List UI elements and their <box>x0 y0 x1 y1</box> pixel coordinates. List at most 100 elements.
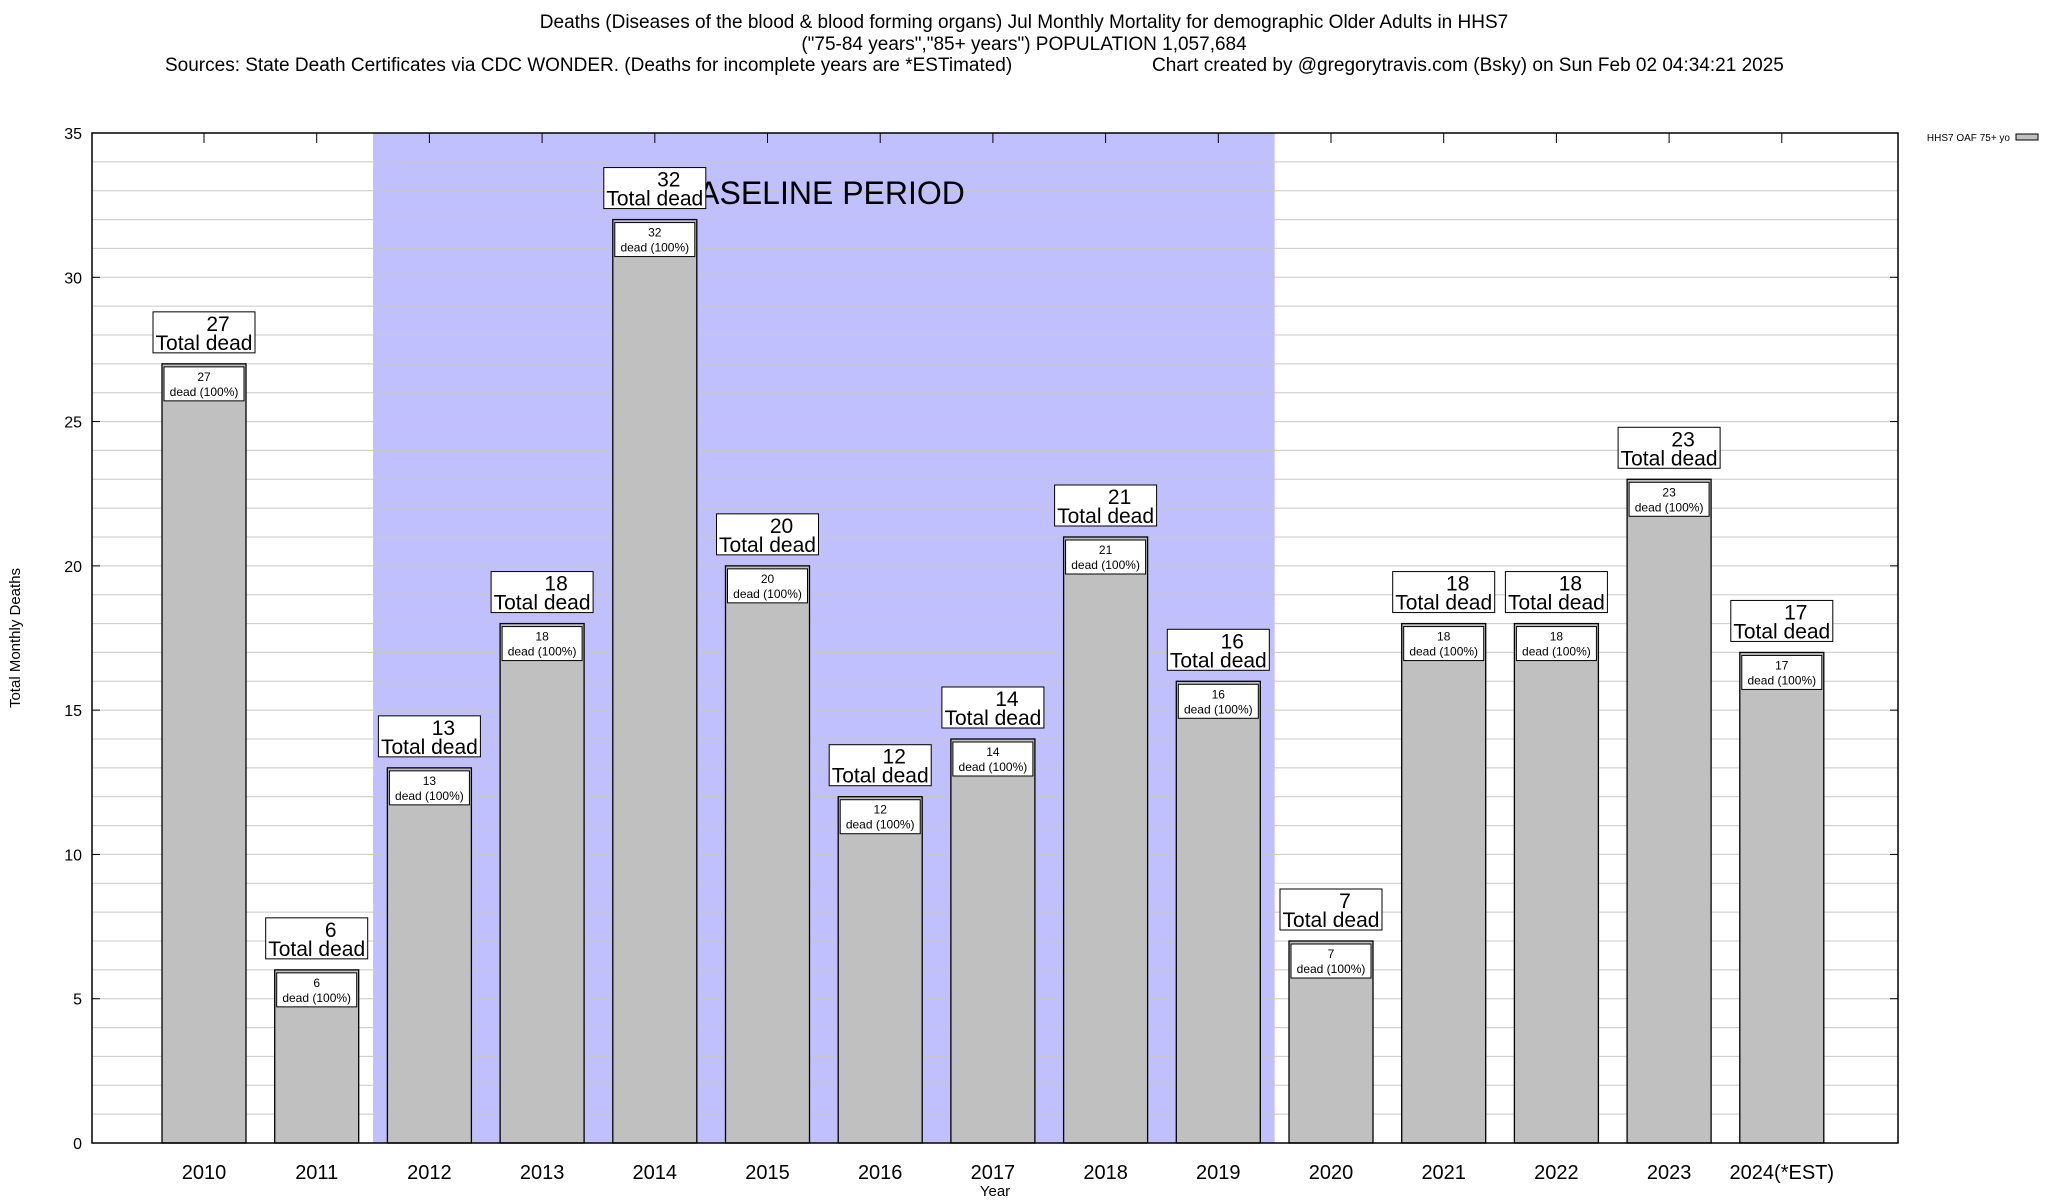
total-label-text: Total dead <box>1621 447 1718 470</box>
bar-2024(*EST) <box>1739 651 1825 1144</box>
inner-label-text: dead (100%) <box>508 645 577 659</box>
y-tick-label: 0 <box>73 1136 82 1153</box>
inner-label-value: 18 <box>1550 630 1564 644</box>
total-label-value: 32 <box>657 169 680 192</box>
inner-label-text: dead (100%) <box>1635 500 1704 514</box>
inner-label-text: dead (100%) <box>170 385 239 399</box>
x-tick-label: 2013 <box>520 1162 565 1184</box>
inner-label-value: 18 <box>1437 630 1451 644</box>
total-label-box <box>828 744 932 787</box>
x-tick-label: 2018 <box>1083 1162 1128 1184</box>
y-tick-label: 15 <box>64 703 82 720</box>
y-tick-label: 25 <box>64 415 82 432</box>
total-label-value: 23 <box>1671 428 1694 451</box>
total-label-box <box>941 686 1045 729</box>
x-tick-label: 2010 <box>182 1162 227 1184</box>
total-label-text: Total dead <box>606 188 703 211</box>
total-label-box <box>377 715 481 758</box>
inner-label-box <box>388 770 470 806</box>
total-label-value: 20 <box>770 515 793 538</box>
y-axis-label: Total Monthly Deaths <box>7 568 24 708</box>
total-label-value: 12 <box>883 746 906 769</box>
chart-title-line2: ("75-84 years","85+ years") POPULATION 1… <box>801 34 1247 55</box>
bar-2010 <box>161 363 247 1144</box>
y-tick-label: 5 <box>73 992 82 1009</box>
total-label-value: 13 <box>432 717 455 740</box>
legend-label: HHS7 OAF 75+ yo <box>1927 133 2011 144</box>
y-tick-label: 35 <box>64 126 82 143</box>
x-tick-label: 2022 <box>1534 1162 1579 1184</box>
inner-label-text: dead (100%) <box>1184 702 1253 716</box>
bar-2023 <box>1626 478 1712 1144</box>
inner-label-value: 14 <box>986 745 1000 759</box>
x-tick-label: 2014 <box>633 1162 678 1184</box>
total-label-value: 18 <box>544 573 567 596</box>
inner-label-text: dead (100%) <box>846 818 915 832</box>
total-label-text: Total dead <box>268 938 365 961</box>
chart-title-line1: Deaths (Diseases of the blood & blood fo… <box>539 12 1509 33</box>
inner-label-box <box>1515 626 1597 662</box>
inner-label-text: dead (100%) <box>620 241 689 255</box>
total-label-text: Total dead <box>719 534 816 557</box>
y-tick-label: 20 <box>64 559 82 576</box>
bar-2018 <box>1062 536 1149 1144</box>
total-label-text: Total dead <box>1283 909 1380 932</box>
total-label-box <box>716 513 819 556</box>
x-axis-label: Year <box>980 1183 1010 1200</box>
inner-label-value: 23 <box>1662 485 1676 499</box>
inner-label-box <box>1290 943 1372 979</box>
total-label-box <box>1279 888 1383 931</box>
total-label-text: Total dead <box>1057 505 1154 528</box>
inner-label-text: dead (100%) <box>1522 645 1591 659</box>
inner-label-box <box>727 568 808 604</box>
y-tick-label: 10 <box>64 847 82 864</box>
inner-label-value: 32 <box>648 226 662 240</box>
inner-label-text: dead (100%) <box>959 760 1028 774</box>
total-label-value: 21 <box>1108 486 1131 509</box>
inner-label-box <box>614 222 696 258</box>
x-tick-label: 2019 <box>1196 1162 1241 1184</box>
total-label-box <box>603 167 707 210</box>
total-label-value: 7 <box>1339 890 1351 913</box>
total-label-value: 16 <box>1221 630 1244 653</box>
total-label-value: 18 <box>1446 573 1469 596</box>
x-tick-label: 2015 <box>745 1162 790 1184</box>
chart-credit: Chart created by @gregorytravis.com (Bsk… <box>1152 55 1784 76</box>
bar-2012 <box>386 767 473 1144</box>
x-tick-label: 2023 <box>1647 1162 1692 1184</box>
total-label-text: Total dead <box>1733 620 1830 643</box>
inner-label-value: 17 <box>1775 658 1789 672</box>
inner-label-text: dead (100%) <box>282 991 351 1005</box>
inner-label-box <box>1065 539 1147 575</box>
bar-2017 <box>950 738 1036 1144</box>
inner-label-value: 18 <box>535 630 549 644</box>
inner-label-text: dead (100%) <box>395 789 464 803</box>
total-label-text: Total dead <box>1170 649 1267 672</box>
x-tick-label: 2011 <box>295 1162 338 1184</box>
inner-label-box <box>163 366 245 402</box>
bar-2022 <box>1513 622 1600 1144</box>
bar-2021 <box>1401 622 1487 1144</box>
inner-label-box <box>501 626 583 662</box>
inner-label-value: 21 <box>1099 543 1113 557</box>
total-label-box <box>265 917 369 960</box>
total-label-box <box>1392 571 1496 614</box>
total-label-box <box>1054 484 1158 527</box>
x-tick-label: 2024(*EST) <box>1730 1162 1835 1184</box>
total-label-box <box>152 311 256 354</box>
inner-label-box <box>276 972 358 1008</box>
inner-label-text: dead (100%) <box>1409 645 1478 659</box>
total-label-box <box>490 571 594 614</box>
y-tick-label: 30 <box>64 270 82 287</box>
x-tick-label: 2017 <box>971 1162 1016 1184</box>
inner-label-text: dead (100%) <box>1747 673 1816 687</box>
total-label-value: 14 <box>995 688 1019 711</box>
total-label-text: Total dead <box>1508 592 1605 615</box>
bar-2014 <box>612 218 698 1144</box>
total-label-text: Total dead <box>494 592 591 615</box>
total-label-text: Total dead <box>381 736 478 759</box>
chart-sources: Sources: State Death Certificates via CD… <box>165 55 1013 76</box>
total-label-value: 6 <box>325 919 337 942</box>
inner-label-box <box>839 799 921 835</box>
